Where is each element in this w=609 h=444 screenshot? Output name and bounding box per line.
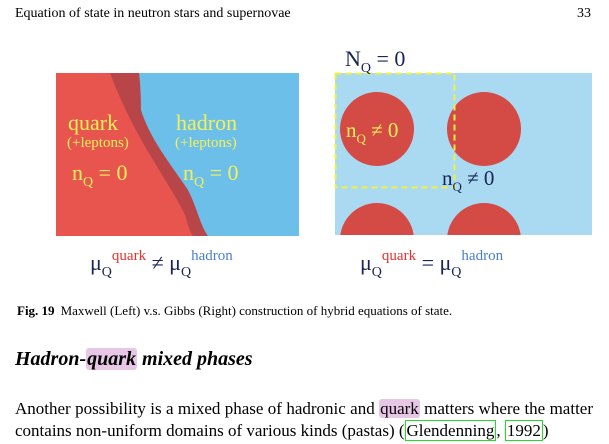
caption-text: Maxwell (Left) v.s. Gibbs (Right) constr… bbox=[60, 303, 453, 318]
droplet-nq: nQ ≠ 0 bbox=[346, 118, 398, 146]
highlighted-word: quark bbox=[379, 399, 420, 418]
quark-droplet bbox=[340, 92, 414, 166]
hadron-nq: nQ ≠ 0 bbox=[442, 166, 494, 194]
page-number: 33 bbox=[577, 6, 591, 21]
quark-label: quark bbox=[68, 110, 118, 135]
quark-sub-label: (+leptons) bbox=[67, 135, 129, 151]
quark-nq: nQ = 0 bbox=[72, 160, 128, 190]
wigner-seitz-cell bbox=[334, 72, 456, 189]
citation-link-author[interactable]: Glendenning bbox=[404, 420, 497, 441]
hadron-nq: nQ = 0 bbox=[183, 160, 239, 190]
total-charge-label: NQ = 0 bbox=[345, 46, 405, 76]
hadron-label: hadron bbox=[176, 110, 237, 135]
figure-caption: Fig. 19 Maxwell (Left) v.s. Gibbs (Right)… bbox=[17, 303, 452, 319]
body-text: , bbox=[496, 421, 505, 440]
quark-droplet bbox=[447, 92, 521, 166]
body-text: ) bbox=[542, 421, 549, 440]
body-text: matters where the matter contains non-un… bbox=[15, 399, 593, 440]
gibbs-equation: μQquark = μQhadron bbox=[360, 248, 504, 280]
quark-droplet bbox=[340, 203, 414, 235]
quark-region bbox=[56, 73, 193, 236]
highlighted-word: quark bbox=[86, 348, 138, 370]
quark-droplet bbox=[447, 203, 521, 235]
body-text: Another possibility is a mixed phase of … bbox=[15, 399, 380, 418]
figure-label: Fig. 19 bbox=[17, 303, 55, 318]
citation-link-year[interactable]: 1992 bbox=[504, 420, 543, 441]
figure-maxwell-gibbs: quark (+leptons) nQ = 0 hadron (+leptons… bbox=[56, 46, 592, 280]
body-paragraph: Another possibility is a mixed phase of … bbox=[15, 398, 593, 442]
heading-text: Hadron- bbox=[15, 348, 87, 370]
running-title: Equation of state in neutron stars and s… bbox=[15, 6, 291, 21]
hadron-sub-label: (+leptons) bbox=[175, 135, 237, 151]
maxwell-equation: μQquark ≠ μQhadron bbox=[90, 248, 233, 280]
section-heading: Hadron-quark mixed phases bbox=[15, 348, 253, 371]
gibbs-panel: NQ = 0 nQ ≠ 0 nQ ≠ 0 μQquark = μQhadron bbox=[334, 46, 592, 280]
heading-text: mixed phases bbox=[137, 348, 253, 370]
maxwell-panel: quark (+leptons) nQ = 0 hadron (+leptons… bbox=[56, 73, 299, 280]
